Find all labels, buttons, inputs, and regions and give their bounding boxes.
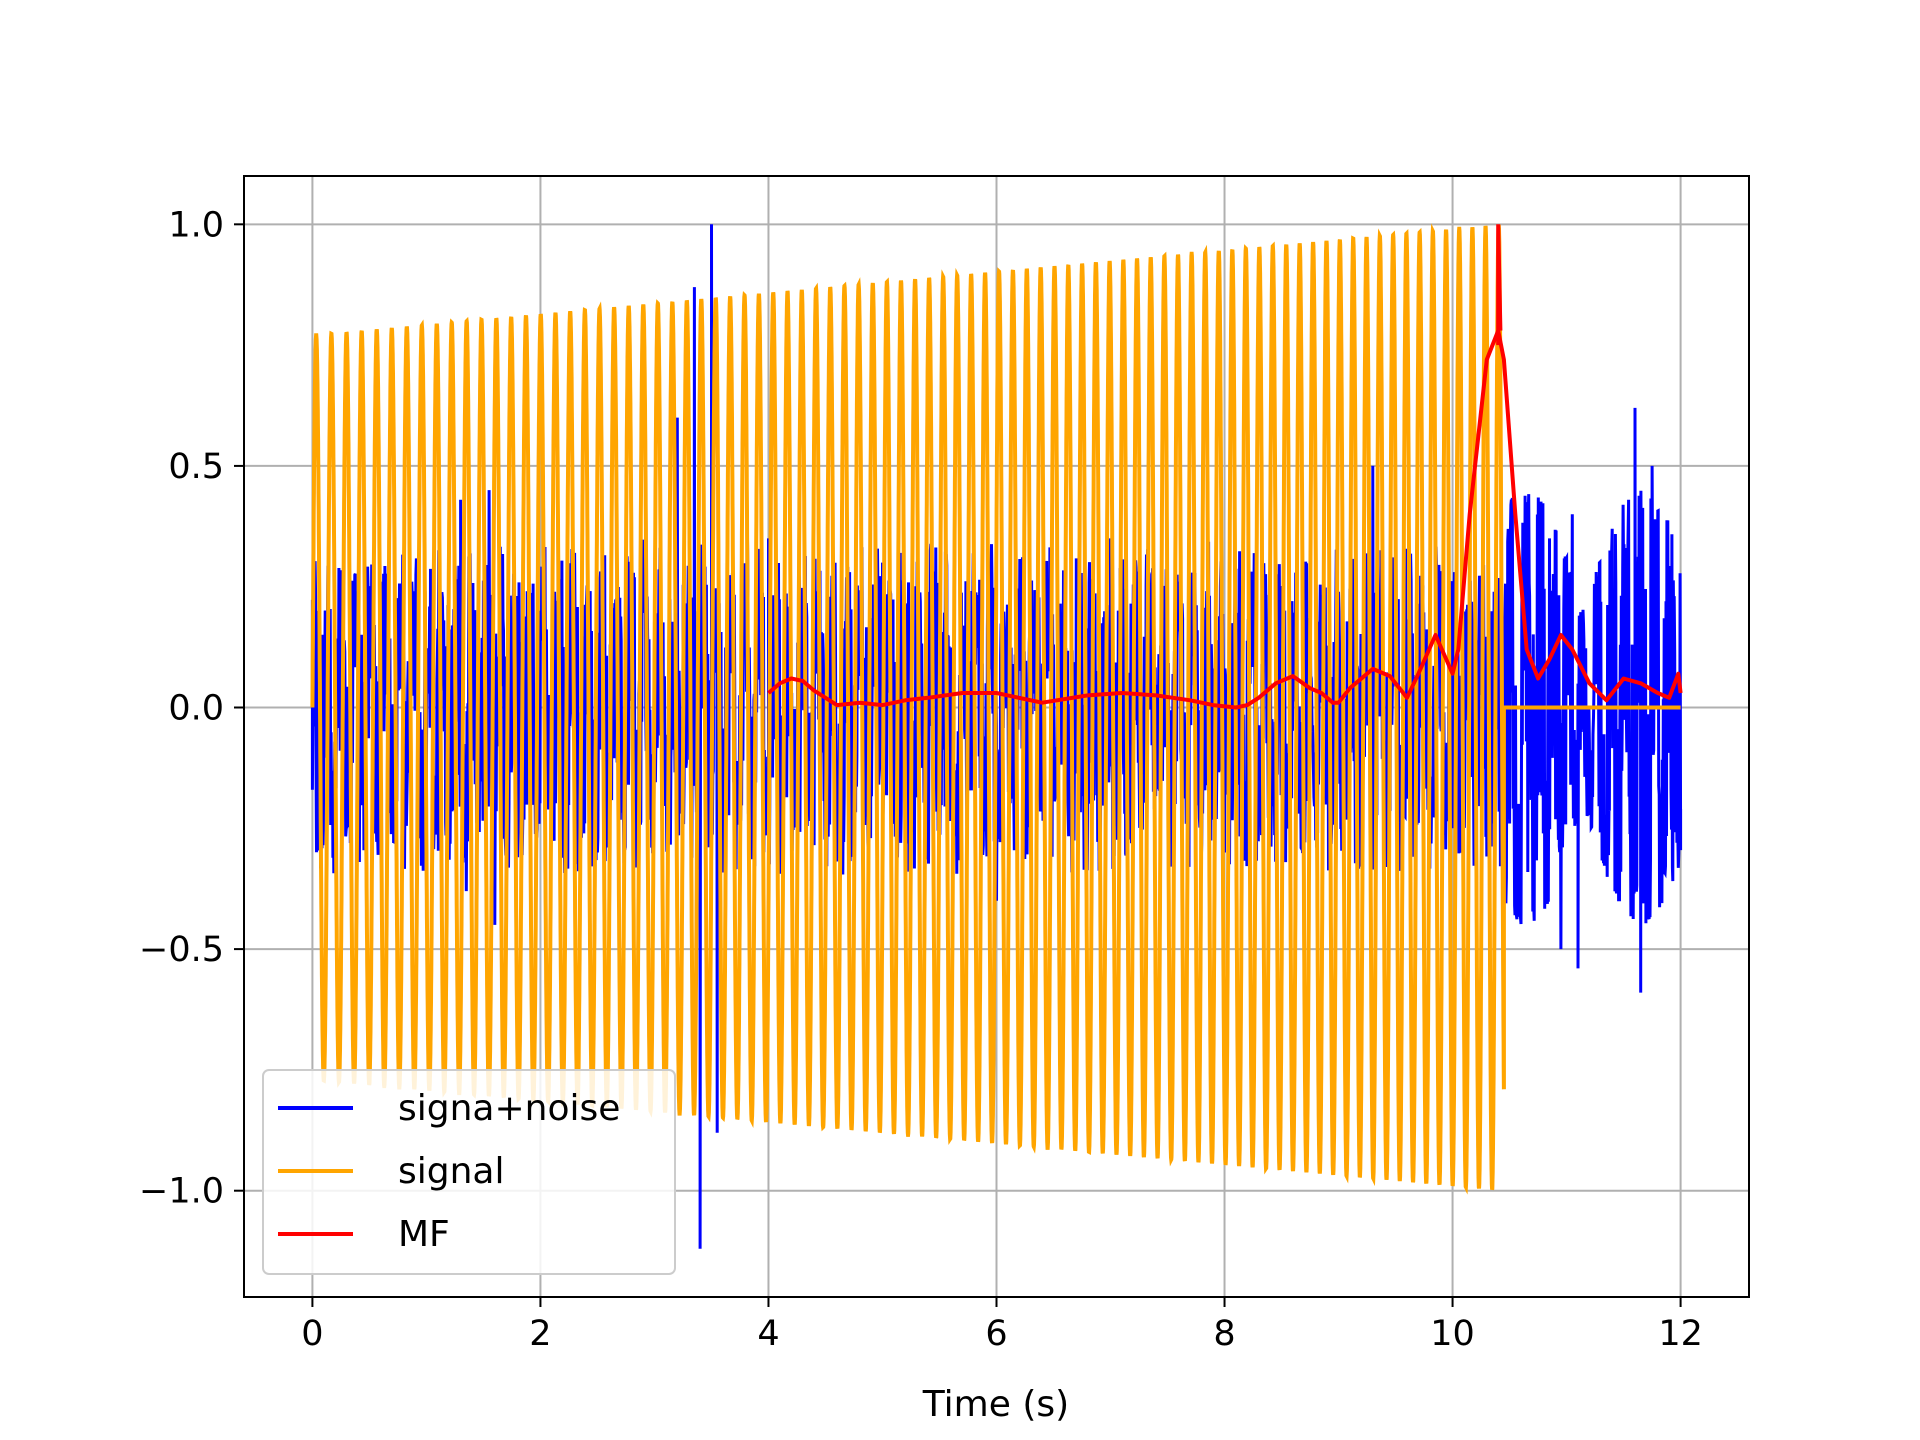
y-tick-label: −0.5 (139, 930, 224, 970)
x-tick-label: 12 (1658, 1314, 1703, 1354)
y-tick-label: 0.0 (168, 689, 224, 729)
y-axis: 1.0 0.5 0.0 −0.5 −1.0 (139, 205, 244, 1212)
x-axis: 0 2 4 6 8 10 12 (301, 1297, 1703, 1354)
y-tick-label: 0.5 (168, 447, 224, 487)
series-mf-peak (1496, 224, 1503, 346)
x-tick-label: 10 (1430, 1314, 1475, 1354)
legend-label: signa+noise (398, 1088, 620, 1129)
legend-label: MF (398, 1214, 450, 1255)
legend-label: signal (398, 1151, 505, 1192)
x-axis-label: Time (s) (922, 1384, 1069, 1425)
x-tick-label: 2 (529, 1314, 551, 1354)
series-line-mf (767, 328, 1683, 710)
x-tick-label: 0 (301, 1314, 323, 1354)
series-line-signal (310, 223, 1681, 1195)
x-tick-label: 4 (757, 1314, 779, 1354)
y-tick-label: −1.0 (139, 1172, 224, 1212)
x-tick-label: 6 (985, 1314, 1007, 1354)
legend-box (262, 1069, 676, 1275)
plot-area (310, 223, 1683, 1249)
legend: signa+noise signal MF (262, 1069, 676, 1275)
y-tick-label: 1.0 (168, 205, 224, 245)
x-tick-label: 8 (1213, 1314, 1235, 1354)
